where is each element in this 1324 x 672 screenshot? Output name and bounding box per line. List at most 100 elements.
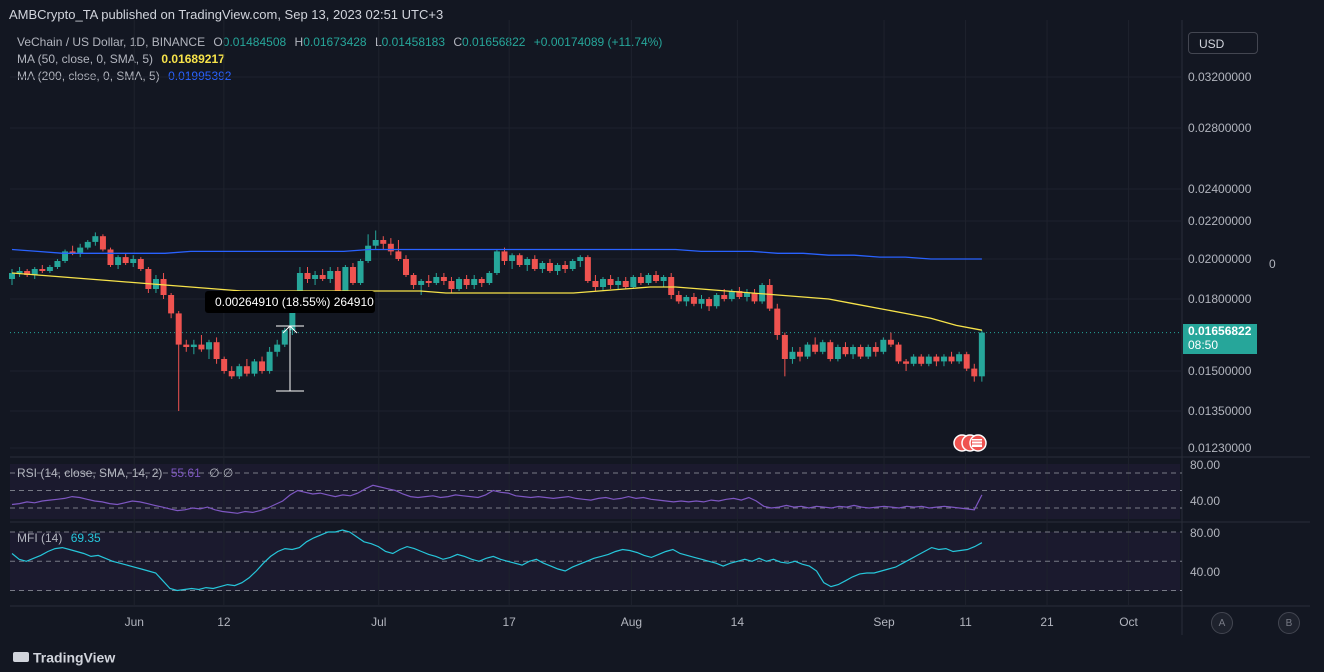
mfi-legend[interactable]: MFI (14) 69.35 xyxy=(17,531,101,545)
rsi-label: RSI (14, close, SMA, 14, 2) xyxy=(17,466,163,480)
candle-up xyxy=(834,347,841,359)
right-scale-zero: 0 xyxy=(1269,257,1276,271)
candle-up xyxy=(554,265,561,271)
log-scale-button[interactable]: B xyxy=(1278,612,1300,634)
price-axis-label: 0.03200000 xyxy=(1188,70,1252,84)
candle-up xyxy=(281,330,288,345)
candle-down xyxy=(501,251,508,261)
rsi-tick-40: 40.00 xyxy=(1190,494,1221,508)
candle-up xyxy=(77,247,84,254)
close-label: C xyxy=(453,35,463,49)
candle-down xyxy=(797,351,804,357)
high-label: H xyxy=(294,35,304,49)
candle-down xyxy=(160,279,167,295)
candle-down xyxy=(24,271,31,275)
high-value: 0.01673428 xyxy=(303,35,367,49)
candle-down xyxy=(546,263,553,271)
candle-up xyxy=(789,351,796,359)
candle-up xyxy=(357,261,364,283)
mfi-line xyxy=(11,529,983,592)
candle-down xyxy=(448,281,455,289)
candle-down xyxy=(721,295,728,299)
candle-down xyxy=(706,299,713,307)
ma50-legend[interactable]: MA (50, close, 0, SMA, 5) 0.01689217 xyxy=(17,52,225,66)
tradingview-logo-icon xyxy=(13,652,29,663)
price-axis-label: 0.02000000 xyxy=(1188,252,1252,266)
candle-down xyxy=(213,342,220,359)
time-axis-label: Sep xyxy=(873,615,895,629)
candle-down xyxy=(895,344,902,362)
candle-up xyxy=(46,267,53,271)
candle-up xyxy=(433,277,440,283)
candle-up xyxy=(660,277,667,281)
last-price-tag: 0.01656822 08:50 xyxy=(1183,324,1257,354)
candle-down xyxy=(622,281,629,287)
candle-down xyxy=(380,240,387,244)
candle-up xyxy=(206,342,213,350)
candle-down xyxy=(145,269,152,289)
candle-up xyxy=(327,271,334,279)
candle-down xyxy=(137,259,144,269)
candle-up xyxy=(509,255,516,261)
mfi-tick-40: 40.00 xyxy=(1190,565,1221,579)
candle-up xyxy=(418,281,425,285)
candle-down xyxy=(243,366,250,374)
candle-up xyxy=(940,356,947,362)
candle-down xyxy=(478,279,485,283)
candle-down xyxy=(774,308,781,335)
candle-up xyxy=(16,271,23,273)
ma50-value: 0.01689217 xyxy=(161,52,225,66)
candle-up xyxy=(850,347,857,355)
ma200-value: 0.01995392 xyxy=(168,69,232,83)
candle-up xyxy=(365,245,372,261)
candle-down xyxy=(107,249,114,265)
candle-up xyxy=(630,277,637,287)
candle-up xyxy=(569,261,576,269)
candle-up xyxy=(289,303,296,331)
candle-down xyxy=(872,347,879,352)
candle-down xyxy=(948,356,955,362)
candle-down xyxy=(963,354,970,369)
candle-up xyxy=(486,273,493,283)
ma200-label: MA (200, close, 0, SMA, 5) xyxy=(17,69,160,83)
price-axis-label: 0.02800000 xyxy=(1188,121,1252,135)
candle-down xyxy=(259,361,266,371)
candle-up xyxy=(54,261,61,267)
candle-down xyxy=(887,339,894,345)
candle-down xyxy=(99,236,106,250)
candle-up xyxy=(372,240,379,246)
ma50-label: MA (50, close, 0, SMA, 5) xyxy=(17,52,154,66)
candle-up xyxy=(84,241,91,248)
candle-down xyxy=(175,313,182,345)
candle-up xyxy=(274,344,281,352)
candle-down xyxy=(304,273,311,279)
candle-down xyxy=(812,344,819,352)
candle-down xyxy=(584,257,591,281)
price-axis-label: 0.01230000 xyxy=(1188,441,1252,455)
candle-up xyxy=(819,342,826,352)
candle-down xyxy=(221,359,228,371)
candle-down xyxy=(736,291,743,297)
candle-up xyxy=(713,295,720,307)
mfi-value: 69.35 xyxy=(70,531,101,545)
time-axis-label: Jun xyxy=(125,615,144,629)
candle-down xyxy=(933,356,940,362)
ma200-legend[interactable]: MA (200, close, 0, SMA, 5) 0.01995392 xyxy=(17,69,231,83)
rsi-legend[interactable]: RSI (14, close, SMA, 14, 2) 55.61 ∅ ∅ xyxy=(17,466,233,480)
candle-up xyxy=(956,354,963,362)
currency-button[interactable]: USD xyxy=(1188,32,1258,54)
candle-down xyxy=(751,293,758,302)
candle-down xyxy=(918,356,925,364)
event-flags-icon[interactable] xyxy=(953,434,987,452)
candle-down xyxy=(857,347,864,357)
candle-down xyxy=(440,277,447,281)
candle-up xyxy=(130,259,137,263)
candle-up xyxy=(9,273,15,279)
candle-up xyxy=(577,257,584,261)
mfi-tick-80: 80.00 xyxy=(1190,526,1221,540)
tradingview-brand: TradingView xyxy=(13,648,115,665)
candle-up xyxy=(312,275,319,279)
auto-scale-button[interactable]: A xyxy=(1211,612,1233,634)
time-axis-label: Jul xyxy=(371,615,386,629)
